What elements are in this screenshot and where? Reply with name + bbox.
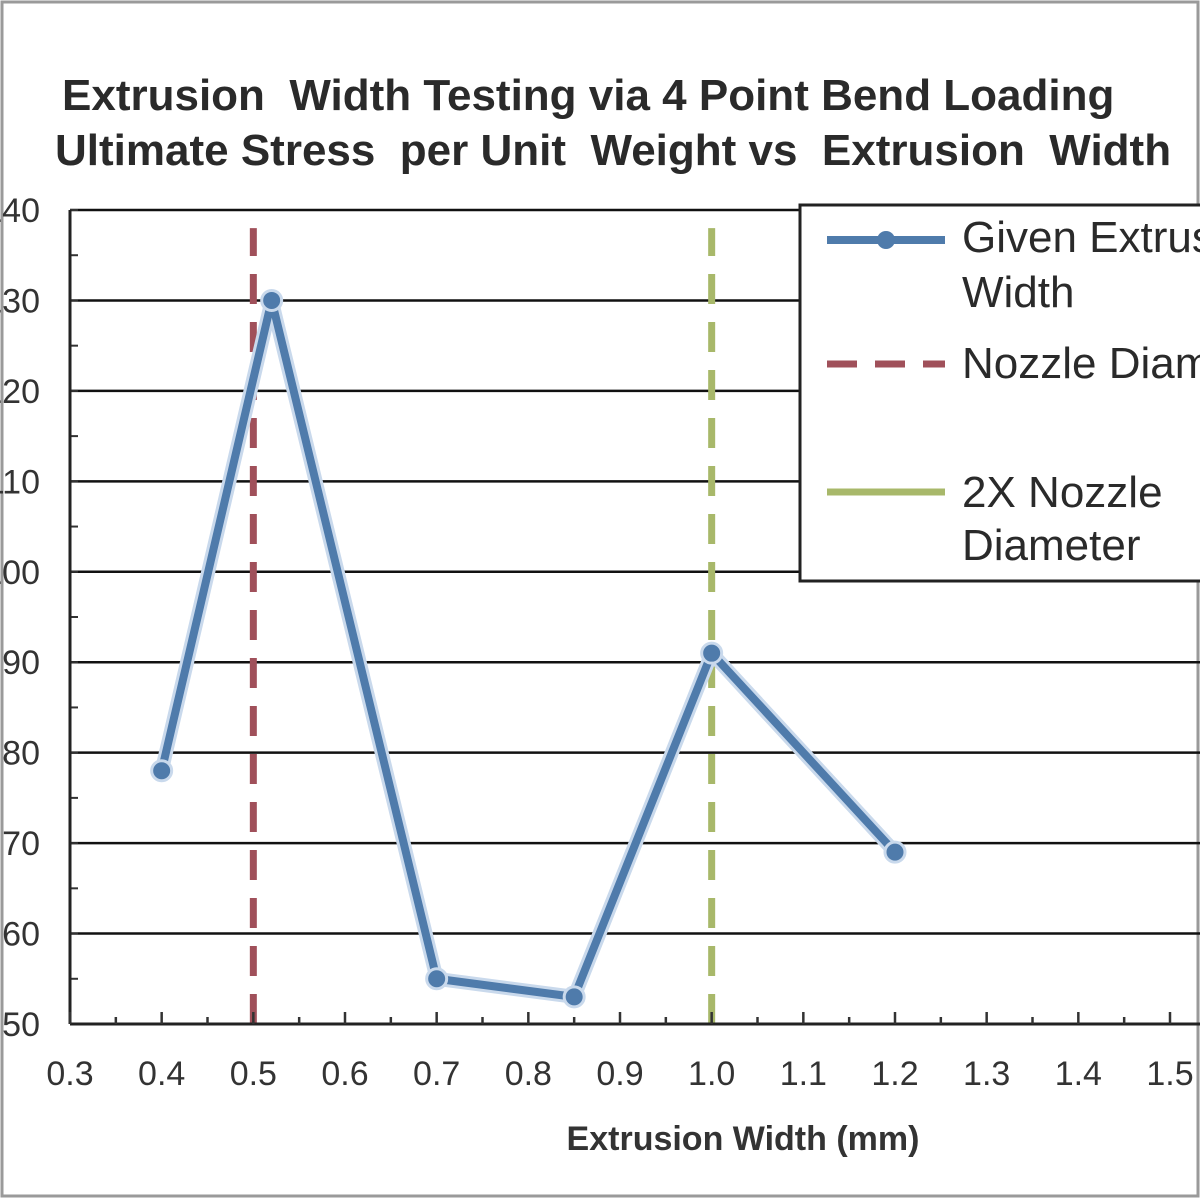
y-tick-label: 50 bbox=[2, 1006, 40, 1044]
x-tick-label: 1.4 bbox=[1055, 1055, 1102, 1093]
grid-lines bbox=[70, 208, 1200, 935]
data-point bbox=[425, 967, 449, 991]
reference-lines bbox=[249, 228, 716, 1024]
legend-label: Width bbox=[962, 268, 1074, 317]
axes bbox=[68, 209, 1200, 1026]
data-point bbox=[260, 288, 284, 312]
data-point bbox=[883, 840, 907, 864]
x-tick-label: 0.6 bbox=[321, 1055, 368, 1093]
data-point bbox=[700, 641, 724, 665]
legend-label: 2X Nozzle bbox=[962, 468, 1163, 517]
y-tick-label: 110 bbox=[0, 463, 40, 501]
data-point bbox=[150, 759, 174, 783]
x-tick-label: 0.9 bbox=[596, 1055, 643, 1093]
data-point bbox=[562, 985, 586, 1009]
legend-label: Given Extrusion bbox=[962, 213, 1200, 262]
legend-box bbox=[798, 203, 1200, 583]
x-tick-label: 1.0 bbox=[688, 1055, 735, 1093]
legend-label: Diameter bbox=[962, 521, 1141, 570]
y-tick-label: 80 bbox=[2, 735, 40, 773]
legend-marker-0 bbox=[877, 231, 895, 249]
x-tick-label: 1.1 bbox=[780, 1055, 827, 1093]
y-tick-label: 140 bbox=[0, 192, 40, 230]
series-line bbox=[157, 296, 899, 1001]
y-tick-label: 70 bbox=[2, 825, 40, 863]
x-tick-label: 0.8 bbox=[505, 1055, 552, 1093]
x-tick-label: 0.7 bbox=[413, 1055, 460, 1093]
x-tick-label: 0.3 bbox=[46, 1055, 93, 1093]
x-tick-label: 0.4 bbox=[138, 1055, 185, 1093]
y-tick-label: 60 bbox=[2, 916, 40, 954]
x-tick-label: 1.5 bbox=[1146, 1055, 1193, 1093]
chart-subtitle: Ultimate Stress per Unit Weight vs Extru… bbox=[55, 126, 1171, 175]
tick-labels: 50 60 70 80 90 100 110 120 130 140 0.3 0.4 0.5 0.6 0.7… bbox=[0, 192, 1194, 1093]
y-tick-label: 100 bbox=[0, 554, 40, 592]
y-tick-label: 90 bbox=[2, 644, 40, 682]
legend: Given Extrusion Width Nozzle Diameter 2X No… bbox=[798, 203, 1200, 583]
x-tick-label: 1.2 bbox=[871, 1055, 918, 1093]
y-tick-label: 130 bbox=[0, 282, 40, 320]
x-axis-title: Extrusion Width (mm) bbox=[567, 1120, 920, 1158]
legend-label: Nozzle Diameter bbox=[962, 339, 1200, 388]
y-tick-label: 120 bbox=[0, 373, 40, 411]
chart-title: Extrusion Width Testing via 4 Point Bend… bbox=[62, 71, 1114, 120]
x-tick-label: 1.3 bbox=[963, 1055, 1010, 1093]
data-series bbox=[150, 288, 907, 1009]
x-tick-label: 0.5 bbox=[230, 1055, 277, 1093]
